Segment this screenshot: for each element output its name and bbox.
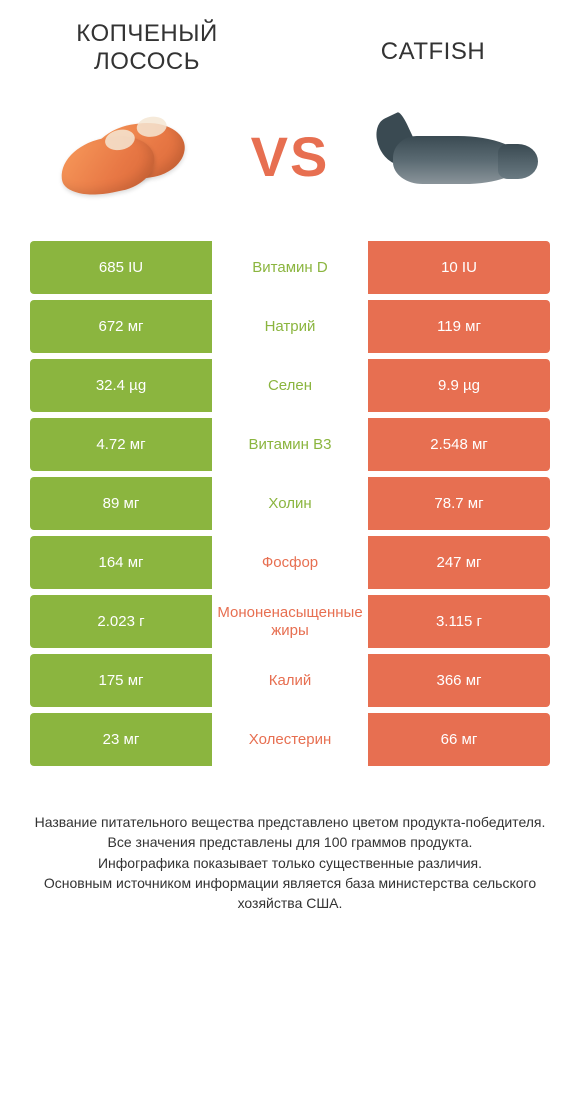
right-value: 9.9 µg: [368, 359, 550, 412]
left-value: 89 мг: [30, 477, 212, 530]
nutrient-label: Витамин B3: [212, 418, 368, 471]
right-value: 247 мг: [368, 536, 550, 589]
table-row: 2.023 гМононенасыщенные жиры3.115 г: [30, 595, 550, 648]
header: Копченый лосось Catfish: [0, 0, 580, 86]
catfish-icon: [378, 114, 538, 199]
left-value: 175 мг: [30, 654, 212, 707]
left-product-image: [37, 101, 207, 211]
left-value: 4.72 мг: [30, 418, 212, 471]
right-value: 2.548 мг: [368, 418, 550, 471]
left-value: 672 мг: [30, 300, 212, 353]
right-value: 119 мг: [368, 300, 550, 353]
left-value: 685 IU: [30, 241, 212, 294]
footer-line: Инфографика показывает только существенн…: [30, 853, 550, 873]
right-product-title: Catfish: [316, 38, 550, 66]
nutrient-label: Холестерин: [212, 713, 368, 766]
salmon-icon: [52, 116, 192, 196]
footer-line: Основным источником информации является …: [30, 873, 550, 914]
vs-row: VS: [0, 86, 580, 241]
right-value: 78.7 мг: [368, 477, 550, 530]
table-row: 164 мгФосфор247 мг: [30, 536, 550, 589]
nutrient-label: Мононенасыщенные жиры: [212, 595, 368, 648]
left-value: 32.4 µg: [30, 359, 212, 412]
table-row: 4.72 мгВитамин B32.548 мг: [30, 418, 550, 471]
nutrition-table: 685 IUВитамин D10 IU 672 мгНатрий119 мг 32…: [0, 241, 580, 766]
left-value: 2.023 г: [30, 595, 212, 648]
nutrient-label: Натрий: [212, 300, 368, 353]
nutrient-label: Калий: [212, 654, 368, 707]
table-row: 23 мгХолестерин66 мг: [30, 713, 550, 766]
nutrient-label: Витамин D: [212, 241, 368, 294]
right-product-image: [373, 101, 543, 211]
table-row: 175 мгКалий366 мг: [30, 654, 550, 707]
table-row: 672 мгНатрий119 мг: [30, 300, 550, 353]
table-row: 89 мгХолин78.7 мг: [30, 477, 550, 530]
right-value: 10 IU: [368, 241, 550, 294]
vs-label: VS: [251, 124, 330, 189]
nutrient-label: Селен: [212, 359, 368, 412]
nutrient-label: Холин: [212, 477, 368, 530]
right-value: 66 мг: [368, 713, 550, 766]
right-value: 3.115 г: [368, 595, 550, 648]
right-value: 366 мг: [368, 654, 550, 707]
footer-notes: Название питательного вещества представл…: [0, 772, 580, 933]
left-value: 23 мг: [30, 713, 212, 766]
table-row: 685 IUВитамин D10 IU: [30, 241, 550, 294]
footer-line: Все значения представлены для 100 граммо…: [30, 832, 550, 852]
left-product-title: Копченый лосось: [30, 20, 264, 76]
table-row: 32.4 µgСелен9.9 µg: [30, 359, 550, 412]
nutrient-label: Фосфор: [212, 536, 368, 589]
left-value: 164 мг: [30, 536, 212, 589]
footer-line: Название питательного вещества представл…: [30, 812, 550, 832]
